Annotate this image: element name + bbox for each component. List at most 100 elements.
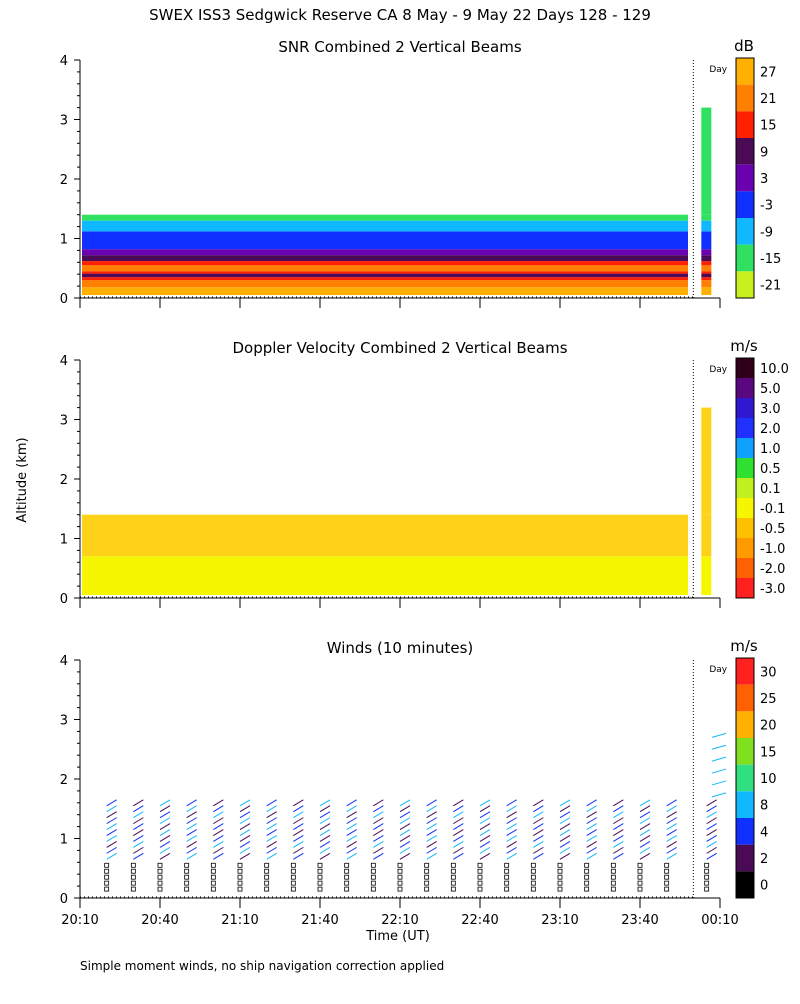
wind-barb [319,846,331,854]
wind-barb [319,811,331,819]
calm-marker [450,862,456,868]
wind-barb [506,829,517,836]
wind-barb [426,823,437,831]
x-tick-label: 21:10 [221,913,258,928]
wind-barb [586,840,597,848]
calm-marker [370,880,376,886]
calm-marker [237,880,243,886]
calm-marker [504,874,510,880]
heatmap-layer [82,214,688,221]
wind-barb [613,852,624,860]
calm-marker [664,880,670,886]
wind-barb [639,835,651,842]
calm-marker [130,880,136,886]
calm-marker [210,886,216,892]
wind-barb [266,811,277,819]
calm-marker [424,862,430,868]
wind-barb [159,817,171,825]
calm-marker [450,880,456,886]
calm-marker [704,874,710,880]
wind-barb [506,811,517,819]
wind-barb [106,799,117,807]
calm-marker [157,880,163,886]
calm-marker [317,880,323,886]
wind-barb [239,805,251,813]
wind-barb [506,799,517,807]
y-tick-label: 2 [60,473,68,488]
wind-barb [213,799,224,807]
wind-barb [479,799,491,807]
calm-marker [610,880,616,886]
wind-barb [426,805,437,813]
calm-marker [557,862,563,868]
colorbar-label: 20 [760,719,777,734]
calm-marker [397,874,403,880]
wind-barb [266,835,277,842]
wind-barb [453,852,464,860]
wind-barb [399,846,411,854]
calm-marker [237,862,243,868]
wind-barb-column [397,799,411,892]
wind-barb [319,835,331,842]
y-tick-label: 4 [60,354,68,369]
x-tick-label: 20:10 [61,913,98,928]
colorbar-label: -0.5 [760,522,785,537]
wind-barb [159,805,171,813]
calm-marker [637,880,643,886]
wind-barb [239,835,251,842]
wind-barb [533,823,544,831]
wind-barb [639,846,651,854]
colorbar-units: m/s [730,337,758,355]
calm-marker [130,886,136,892]
wind-barb [106,811,117,819]
wind-barb [373,835,384,842]
colorbar-label: -2.0 [760,562,785,577]
calm-marker [184,880,190,886]
wind-barb [586,835,597,842]
wind-barb [559,799,571,807]
colorbar-label: 4 [760,825,768,840]
wind-barb [346,835,357,842]
wind-barb [586,799,597,807]
wind-barb [373,817,384,825]
panels: SNR Combined 2 Vertical Beams01234DaydB2… [60,37,789,928]
wind-barb [319,829,331,836]
colorbar-label: 1.0 [760,442,781,457]
wind-barb [133,829,144,836]
wind-barb [266,846,277,854]
colorbar-label: -1.0 [760,542,785,557]
wind-barb [559,835,571,842]
y-tick-label: 1 [60,533,68,548]
calm-marker [450,886,456,892]
wind-barb [346,829,357,836]
y-tick-label: 3 [60,414,68,429]
calm-marker [704,880,710,886]
colorbar-swatch [736,518,754,538]
wind-barb [239,811,251,819]
wind-barb-column [637,799,651,892]
heatmap-layer [82,220,688,232]
wind-barb [479,823,491,831]
wind-barb [373,811,384,819]
wind-barb [559,829,571,836]
wind-barb [399,835,411,842]
heatmap-column [701,220,712,232]
wind-barb [639,829,651,836]
wind-barb [559,805,571,813]
wind-barb-column [210,799,224,892]
wind-barb [453,811,464,819]
wind-barb [613,811,624,819]
colorbar-label: -21 [760,279,781,294]
calm-marker [157,874,163,880]
calm-marker [264,862,270,868]
wind-barb [479,829,491,836]
colorbar-swatch [736,738,754,765]
colorbar-label: -3 [760,199,773,214]
wind-barb [239,829,251,836]
wind-barb [666,799,677,807]
calm-marker [557,880,563,886]
wind-barb [133,846,144,854]
wind-barb [266,852,277,860]
heatmap-layer [82,277,688,281]
calm-marker [130,862,136,868]
